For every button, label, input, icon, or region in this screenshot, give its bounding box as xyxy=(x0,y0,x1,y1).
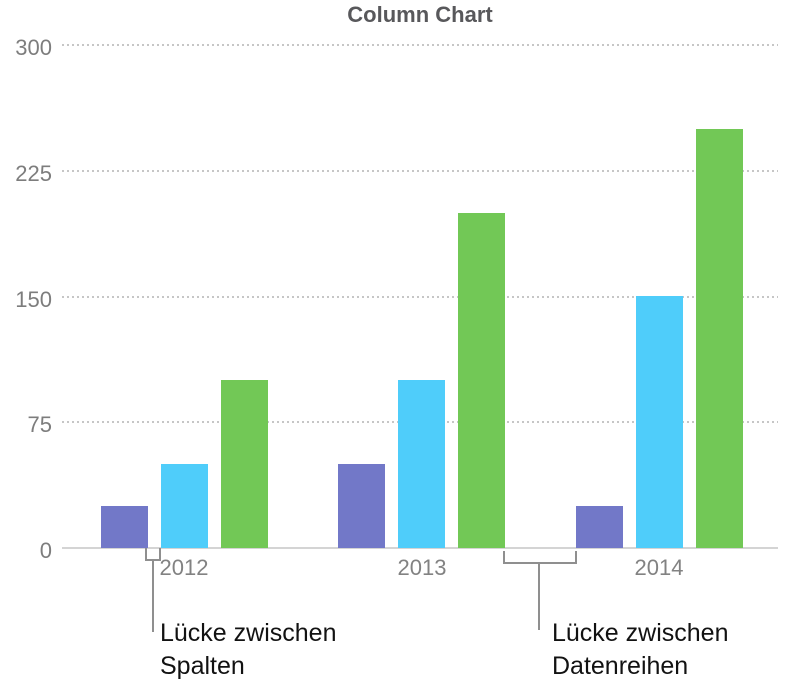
y-gridline xyxy=(62,170,778,172)
y-gridline xyxy=(62,296,778,298)
bar-2013-series-3 xyxy=(458,213,505,548)
x-axis-tick-label: 2013 xyxy=(397,555,447,580)
y-axis-tick-label: 300 xyxy=(15,35,52,60)
y-axis-tick-label: 0 xyxy=(39,538,52,563)
bar-2012-series-2 xyxy=(161,464,208,548)
x-axis-tick-label: 2012 xyxy=(159,555,209,580)
series-gap-bracket xyxy=(503,551,577,564)
y-gridline xyxy=(62,44,778,46)
series-gap-label-line2: Datenreihen xyxy=(552,652,689,680)
bar-2013-series-1 xyxy=(338,464,385,548)
bar-2014-series-3 xyxy=(696,129,743,548)
column-gap-label-line1: Lücke zwischen xyxy=(160,619,337,647)
column-gap-label-line2: Spalten xyxy=(160,652,245,680)
y-axis-tick-label: 75 xyxy=(27,412,52,437)
x-axis-tick-label: 2014 xyxy=(634,555,684,580)
y-axis-tick-label: 225 xyxy=(15,161,52,186)
series-gap-label-line1: Lücke zwischen xyxy=(552,619,729,647)
bar-2014-series-1 xyxy=(576,506,623,548)
column-gap-callout-line xyxy=(152,559,154,632)
bar-2014-series-2 xyxy=(636,296,683,548)
series-gap-label: Lücke zwischen Datenreihen xyxy=(552,617,728,683)
bar-2013-series-2 xyxy=(398,380,445,548)
column-gap-label: Lücke zwischen Spalten xyxy=(160,617,336,683)
bar-2012-series-3 xyxy=(221,380,268,548)
series-gap-callout-line xyxy=(538,562,540,630)
x-axis-line xyxy=(62,547,778,549)
y-axis-tick-label: 150 xyxy=(15,287,52,312)
bar-2012-series-1 xyxy=(101,506,148,548)
chart-title: Column Chart xyxy=(347,2,493,27)
